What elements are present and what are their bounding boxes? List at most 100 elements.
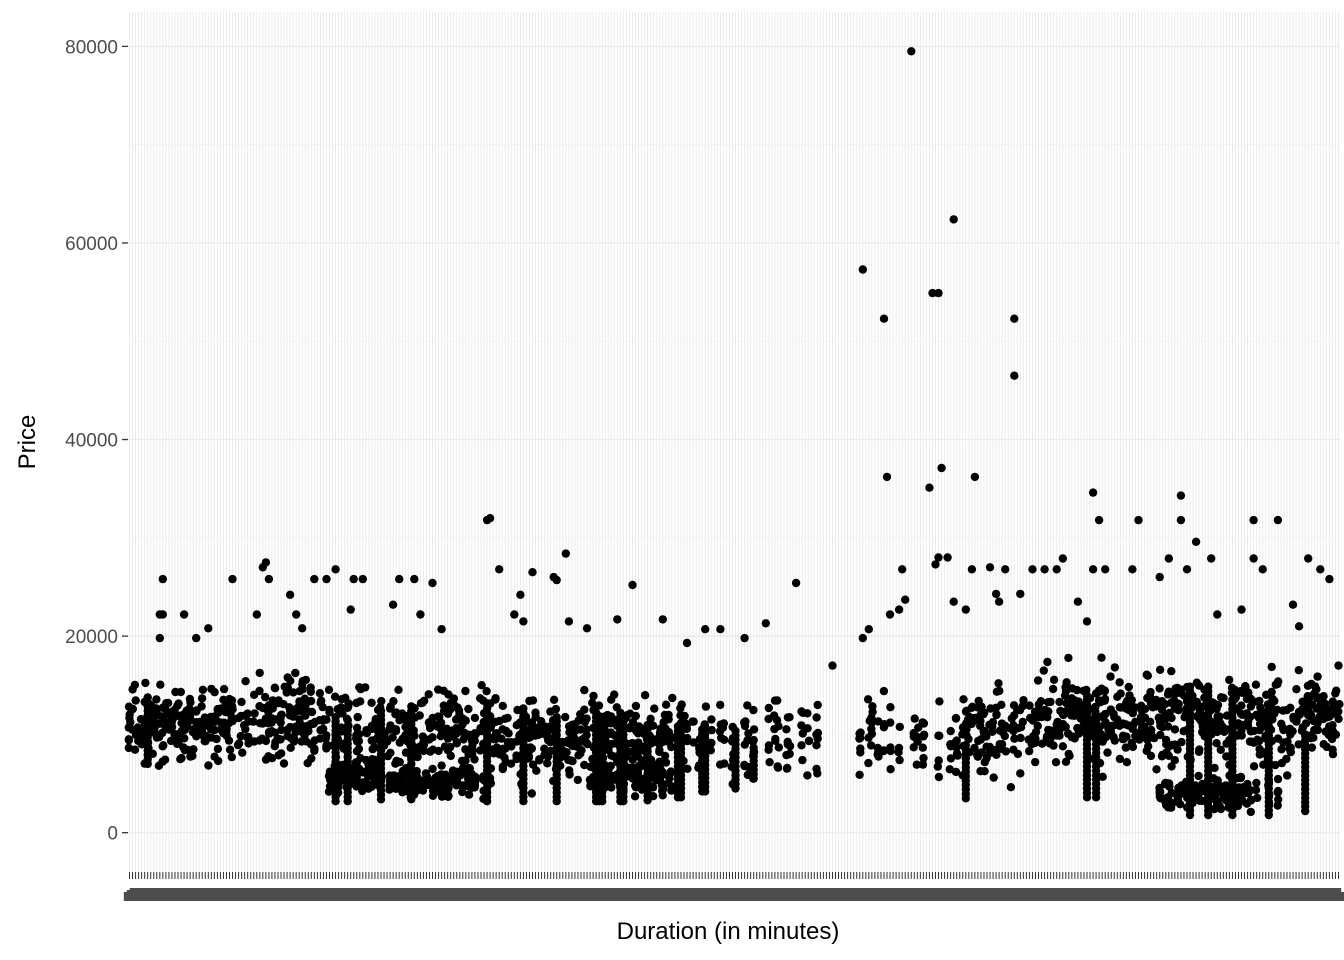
data-point	[895, 722, 904, 732]
data-point	[682, 638, 692, 648]
data-point	[952, 749, 962, 758]
data-point	[864, 625, 873, 634]
data-point	[1006, 783, 1016, 792]
data-point	[813, 700, 822, 710]
data-point	[477, 681, 486, 690]
data-point	[1294, 622, 1304, 631]
data-point	[395, 757, 404, 767]
data-point	[255, 668, 264, 678]
data-point	[655, 757, 664, 766]
data-point	[276, 711, 286, 720]
data-point	[1282, 754, 1291, 764]
data-point	[143, 693, 152, 702]
data-point	[307, 707, 317, 717]
data-point	[868, 707, 877, 717]
data-point	[676, 704, 685, 713]
data-point	[731, 726, 740, 736]
data-point	[979, 709, 988, 719]
data-point	[1292, 685, 1301, 694]
data-point	[1164, 779, 1174, 788]
data-point	[1115, 754, 1125, 764]
data-point	[910, 714, 919, 723]
data-point	[589, 691, 598, 701]
data-point	[576, 749, 585, 758]
data-point	[771, 734, 780, 744]
data-point	[1049, 741, 1058, 750]
data-point	[1167, 713, 1176, 723]
data-point	[1128, 565, 1137, 574]
data-point	[1286, 703, 1295, 712]
data-point	[791, 578, 801, 588]
data-point	[934, 731, 943, 740]
data-point	[701, 725, 710, 734]
data-point	[437, 761, 446, 770]
data-point	[354, 744, 364, 753]
data-point	[886, 765, 895, 774]
data-point	[894, 605, 904, 614]
data-point	[516, 590, 525, 599]
data-point	[158, 574, 167, 584]
data-point	[1155, 665, 1165, 674]
data-point	[689, 738, 698, 747]
data-point	[740, 721, 750, 731]
data-point	[213, 744, 223, 754]
data-point	[867, 724, 876, 734]
data-point	[1019, 696, 1028, 705]
data-point	[395, 574, 404, 584]
data-point	[886, 743, 895, 752]
data-point	[1058, 742, 1068, 751]
data-point	[576, 725, 585, 734]
data-point	[261, 558, 271, 567]
y-tick-label: 80000	[65, 37, 118, 58]
data-point	[992, 750, 1001, 759]
data-point	[283, 683, 292, 692]
data-point	[946, 726, 955, 736]
data-point	[797, 741, 806, 750]
data-point	[301, 705, 310, 714]
data-point	[277, 749, 286, 758]
data-point	[934, 288, 943, 298]
data-point	[461, 716, 470, 725]
data-point	[1274, 795, 1283, 804]
data-point	[1001, 747, 1011, 756]
data-point	[619, 713, 628, 722]
data-point	[413, 752, 422, 762]
data-point	[1312, 685, 1321, 694]
data-point	[324, 685, 334, 694]
data-point	[928, 288, 937, 298]
data-point	[740, 633, 749, 643]
data-point	[1025, 701, 1034, 710]
data-point	[428, 578, 437, 588]
data-point	[594, 701, 604, 710]
data-point	[749, 705, 758, 715]
data-point	[1128, 742, 1138, 752]
data-point	[461, 686, 470, 696]
data-point	[666, 767, 676, 776]
data-point	[1146, 751, 1156, 761]
data-point	[1204, 682, 1213, 691]
data-point	[774, 743, 783, 752]
data-point	[1098, 772, 1107, 781]
data-point	[707, 738, 716, 748]
data-point	[261, 736, 271, 746]
data-point	[582, 738, 591, 747]
data-point	[424, 690, 433, 699]
data-point	[1000, 731, 1009, 741]
data-point	[719, 719, 728, 728]
data-point	[1001, 565, 1010, 574]
data-point	[549, 695, 559, 704]
data-point	[249, 717, 258, 726]
data-point	[482, 699, 492, 709]
data-point	[997, 700, 1006, 709]
data-point	[454, 706, 464, 715]
data-point	[471, 772, 480, 782]
data-point	[658, 770, 667, 780]
data-point	[1301, 731, 1310, 741]
data-point	[1110, 663, 1120, 672]
data-point	[856, 748, 865, 757]
data-point	[160, 755, 170, 764]
data-point	[1142, 670, 1151, 679]
data-point	[1215, 801, 1224, 811]
data-point	[606, 761, 615, 771]
data-point	[1033, 721, 1042, 731]
